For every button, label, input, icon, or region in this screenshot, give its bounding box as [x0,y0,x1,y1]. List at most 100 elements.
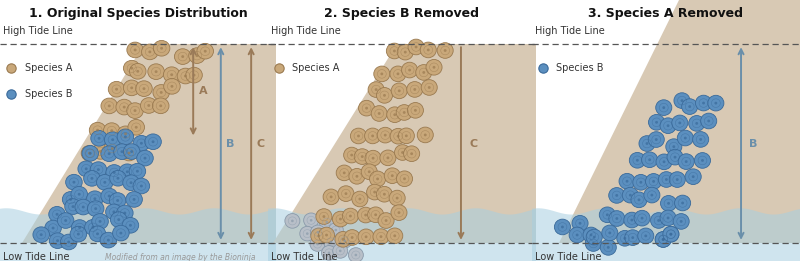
Circle shape [401,151,404,154]
Circle shape [94,207,97,210]
Circle shape [666,217,670,219]
Circle shape [145,134,162,150]
Circle shape [123,144,140,159]
Circle shape [602,225,618,241]
Circle shape [71,186,87,202]
Circle shape [444,49,446,52]
Text: C: C [469,139,477,149]
Circle shape [366,184,382,200]
Circle shape [626,180,629,183]
Circle shape [373,229,389,245]
Circle shape [350,236,354,239]
Circle shape [701,159,704,162]
Circle shape [154,70,158,73]
Circle shape [50,233,66,248]
Circle shape [86,191,103,206]
Circle shape [143,157,146,159]
Circle shape [107,239,110,241]
Circle shape [389,190,405,206]
Circle shape [330,241,333,243]
Circle shape [75,199,91,215]
Circle shape [101,188,118,204]
Circle shape [357,135,360,137]
Circle shape [90,130,107,146]
Circle shape [368,170,370,173]
Circle shape [361,155,364,158]
Circle shape [364,214,367,216]
Circle shape [642,152,658,168]
Circle shape [326,221,328,223]
Polygon shape [268,208,536,261]
Circle shape [316,209,332,224]
Circle shape [323,235,338,249]
Polygon shape [558,0,800,243]
Circle shape [66,174,82,190]
Circle shape [195,54,198,57]
Circle shape [554,219,570,235]
Circle shape [625,230,641,245]
Circle shape [126,170,129,173]
Circle shape [133,178,150,194]
Circle shape [631,236,634,239]
Circle shape [90,226,106,242]
Circle shape [358,198,362,200]
Circle shape [394,234,396,237]
Text: Modified from an image by the Bioninja: Modified from an image by the Bioninja [105,253,255,261]
Text: Low Tide Line: Low Tide Line [2,252,70,261]
Circle shape [333,244,348,258]
Circle shape [384,168,400,183]
Circle shape [78,226,81,229]
Circle shape [67,241,70,244]
Circle shape [134,126,138,129]
Circle shape [397,73,399,75]
Circle shape [383,193,386,196]
Circle shape [345,192,347,195]
Circle shape [318,234,320,237]
Circle shape [634,210,650,226]
Circle shape [662,238,665,241]
Circle shape [58,213,74,228]
Circle shape [701,113,717,129]
Circle shape [40,233,42,236]
Circle shape [78,193,81,196]
Circle shape [204,50,206,53]
Circle shape [646,142,649,145]
Circle shape [115,88,118,91]
Circle shape [667,202,670,205]
Circle shape [394,145,410,160]
Circle shape [397,171,413,187]
Circle shape [592,242,594,245]
Circle shape [420,42,436,58]
Circle shape [110,129,114,132]
Circle shape [330,195,333,198]
Circle shape [365,107,368,110]
Circle shape [358,100,374,116]
Circle shape [111,138,114,141]
Circle shape [56,239,59,242]
Circle shape [81,145,98,161]
Circle shape [662,106,666,109]
Circle shape [71,205,74,208]
Circle shape [609,211,625,226]
Text: Species B: Species B [25,89,72,99]
Circle shape [117,129,134,145]
Circle shape [599,207,615,223]
Circle shape [396,197,398,199]
Circle shape [644,187,660,203]
Circle shape [82,146,98,161]
Circle shape [110,147,114,150]
Circle shape [672,115,688,131]
Circle shape [127,42,143,58]
Circle shape [98,137,101,140]
Circle shape [657,219,660,222]
Circle shape [623,237,626,240]
Circle shape [655,232,671,247]
Circle shape [378,112,381,115]
Circle shape [398,128,414,144]
Circle shape [586,229,602,245]
Circle shape [123,60,140,76]
Circle shape [590,234,593,236]
Circle shape [617,230,633,246]
Circle shape [300,226,314,241]
Circle shape [153,98,169,114]
